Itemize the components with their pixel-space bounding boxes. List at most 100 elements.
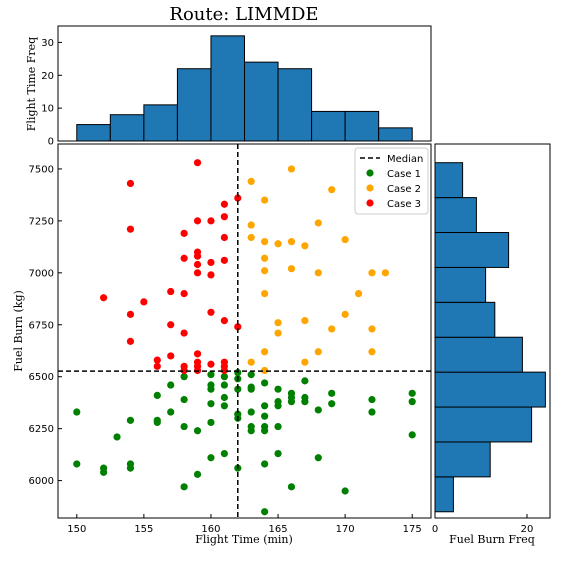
case-1-point xyxy=(221,394,228,401)
case-2-point xyxy=(274,329,281,336)
case-1-point xyxy=(100,469,107,476)
case-3-point xyxy=(194,159,201,166)
y-tick-label: 7500 xyxy=(29,164,54,175)
case-3-point xyxy=(154,363,161,370)
case-1-point xyxy=(328,400,335,407)
legend-case-2-marker xyxy=(366,184,373,191)
fuel-burn-bar xyxy=(435,407,532,442)
case-3-point xyxy=(154,356,161,363)
top-hist-y-tick-label: 0 xyxy=(48,137,54,148)
case-1-point xyxy=(342,487,349,494)
case-2-point xyxy=(261,238,268,245)
flight-time-bar xyxy=(144,105,178,141)
case-1-point xyxy=(207,371,214,378)
case-3-point xyxy=(194,253,201,260)
case-1-point xyxy=(288,483,295,490)
x-tick-label: 170 xyxy=(336,524,355,535)
case-3-point xyxy=(207,309,214,316)
case-2-point xyxy=(315,219,322,226)
case-1-point xyxy=(181,483,188,490)
right-histogram: 0 20 xyxy=(432,144,550,535)
legend-median-label: Median xyxy=(387,154,423,165)
case-2-point xyxy=(315,348,322,355)
fuel-burn-bar xyxy=(435,337,522,372)
case-1-point xyxy=(248,408,255,415)
y-tick-label: 6750 xyxy=(29,320,54,331)
x-axis-label: Flight Time (min) xyxy=(195,533,293,546)
flight-time-bar xyxy=(379,128,413,141)
case-2-point xyxy=(288,238,295,245)
case-1-point xyxy=(409,398,416,405)
case-2-point xyxy=(382,269,389,276)
case-3-point xyxy=(127,226,134,233)
legend-case-3-marker xyxy=(366,199,373,206)
case-2-point xyxy=(261,290,268,297)
flight-time-bar xyxy=(77,125,111,141)
case-1-point xyxy=(221,381,228,388)
case-1-point xyxy=(248,386,255,393)
case-3-point xyxy=(181,255,188,262)
case-2-point xyxy=(315,269,322,276)
case-1-point xyxy=(301,377,308,384)
fuel-burn-bar xyxy=(435,477,453,512)
case-2-point xyxy=(274,319,281,326)
case-2-point xyxy=(368,325,375,332)
case-1-point xyxy=(181,373,188,380)
case-2-point xyxy=(368,269,375,276)
legend-case-1-label: Case 1 xyxy=(387,169,421,180)
y-axis-label: Fuel Burn (kg) xyxy=(12,290,25,372)
chart-title: Route: LIMMDE xyxy=(169,4,318,25)
case-1-point xyxy=(261,460,268,467)
case-1-point xyxy=(221,450,228,457)
case-1-point xyxy=(248,371,255,378)
y-tick-label: 6500 xyxy=(29,372,54,383)
case-2-point xyxy=(301,317,308,324)
case-3-point xyxy=(140,298,147,305)
case-1-point xyxy=(194,471,201,478)
case-2-point xyxy=(301,359,308,366)
case-1-point xyxy=(194,427,201,434)
case-2-point xyxy=(261,255,268,262)
case-3-point xyxy=(167,321,174,328)
case-3-point xyxy=(167,352,174,359)
case-1-point xyxy=(207,454,214,461)
y-tick-label: 6250 xyxy=(29,424,54,435)
case-1-point xyxy=(154,419,161,426)
case-2-point xyxy=(274,240,281,247)
case-3-point xyxy=(181,329,188,336)
y-tick-label: 7000 xyxy=(29,268,54,279)
case-3-point xyxy=(127,311,134,318)
flight-time-bar xyxy=(110,115,144,141)
case-2-point xyxy=(248,359,255,366)
case-2-point xyxy=(328,186,335,193)
case-1-point xyxy=(207,419,214,426)
case-2-point xyxy=(248,221,255,228)
case-3-point xyxy=(194,269,201,276)
flight-time-bar xyxy=(211,36,245,141)
fuel-burn-bar xyxy=(435,442,490,477)
case-1-point xyxy=(274,386,281,393)
case-1-point xyxy=(127,465,134,472)
fuel-burn-bar xyxy=(435,198,476,233)
case-1-point xyxy=(127,417,134,424)
case-3-point xyxy=(194,261,201,268)
case-3-point xyxy=(167,288,174,295)
flight-time-bar xyxy=(278,69,312,141)
legend-case-3-label: Case 3 xyxy=(387,199,421,210)
x-tick-label: 150 xyxy=(67,524,86,535)
fuel-burn-bar xyxy=(435,233,509,268)
case-1-point xyxy=(328,390,335,397)
case-1-point xyxy=(261,402,268,409)
case-2-point xyxy=(261,267,268,274)
flight-time-bar xyxy=(177,69,211,141)
case-2-point xyxy=(248,234,255,241)
case-1-point xyxy=(261,413,268,420)
top-hist-y-tick-label: 20 xyxy=(41,71,54,82)
y-tick-label: 7250 xyxy=(29,216,54,227)
case-1-point xyxy=(248,427,255,434)
case-3-point xyxy=(127,180,134,187)
case-1-point xyxy=(113,433,120,440)
case-3-point xyxy=(181,230,188,237)
fuel-burn-bar xyxy=(435,372,545,407)
